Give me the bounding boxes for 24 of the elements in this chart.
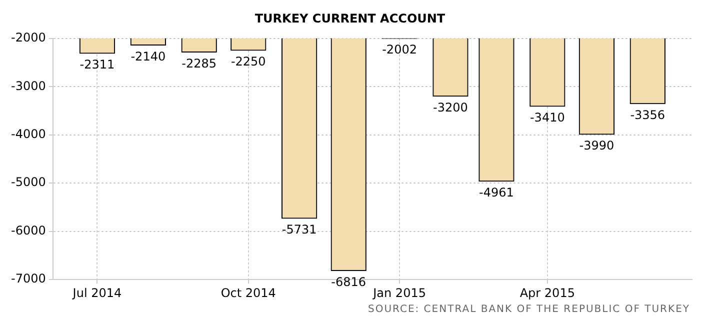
x-tick-label: Oct 2014 (220, 286, 276, 300)
y-tick-label: -3000 (10, 78, 46, 93)
source-note: SOURCE: CENTRAL BANK OF THE REPUBLIC OF TURKEY (366, 304, 691, 315)
y-tick-label: -7000 (10, 272, 46, 286)
data-label: -2140 (130, 49, 166, 64)
x-tick-label: Jul 2014 (72, 286, 122, 300)
y-tick-label: -5000 (10, 175, 46, 190)
y-tick-label: -6000 (10, 223, 46, 238)
y-tick-label: -4000 (10, 127, 46, 142)
y-tick-label: -2000 (10, 30, 46, 45)
data-label: -3410 (530, 110, 565, 125)
x-tick-label: Jan 2015 (372, 286, 426, 300)
data-label: -6816 (331, 274, 366, 289)
data-label: -2250 (230, 54, 266, 69)
data-label: -4961 (479, 185, 514, 200)
chart-title: TURKEY CURRENT ACCOUNT (254, 11, 446, 26)
data-label: -2311 (80, 58, 115, 72)
data-label: -3990 (579, 138, 614, 153)
data-label: -3356 (630, 108, 666, 122)
x-tick-label: Apr 2015 (520, 286, 575, 300)
data-label: -2002 (382, 42, 417, 57)
data-label: -5731 (282, 222, 317, 237)
data-label: -2285 (182, 56, 217, 70)
data-label: -3200 (433, 100, 468, 114)
